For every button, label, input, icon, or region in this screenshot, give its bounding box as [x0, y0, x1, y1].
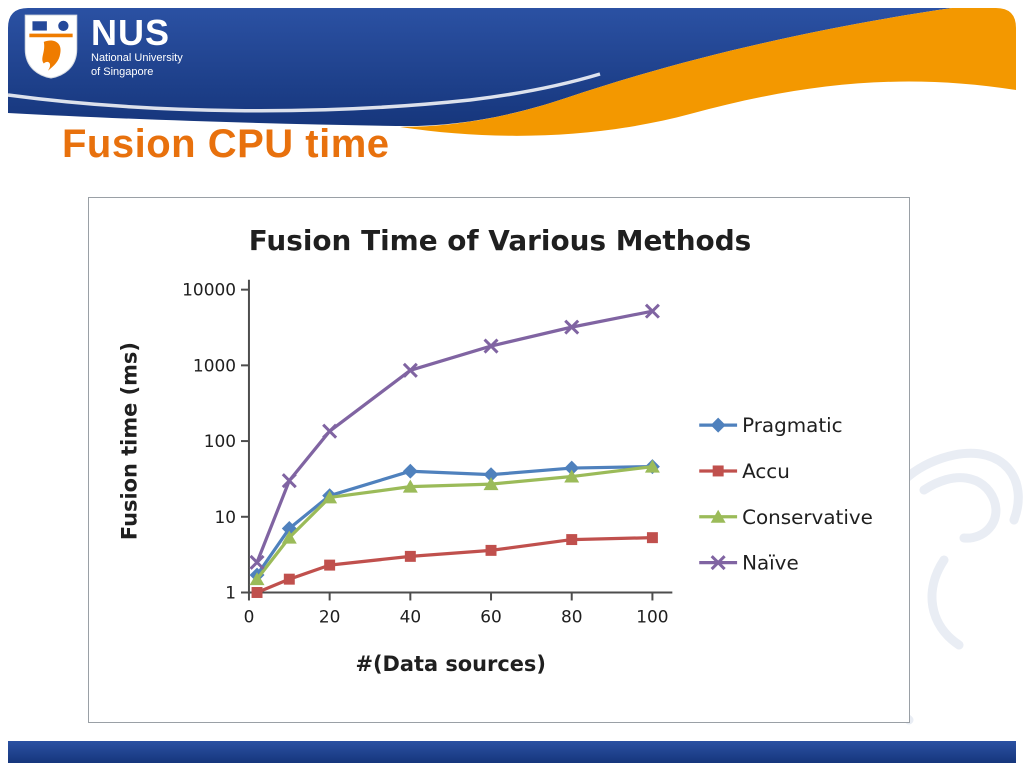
- triangle-marker-icon: [483, 477, 499, 491]
- square-marker-icon: [404, 550, 416, 562]
- triangle-marker-icon: [710, 509, 726, 523]
- square-marker-icon: [283, 573, 295, 585]
- x-marker-icon: [281, 473, 297, 489]
- legend-item-Naïve: Naïve: [699, 552, 799, 575]
- legend-label: Accu: [742, 460, 790, 483]
- triangle-marker-icon: [249, 572, 265, 586]
- x-marker-icon: [249, 554, 265, 570]
- triangle-marker-icon: [402, 479, 418, 493]
- fusion-time-chart: Fusion Time of Various Methods1101001000…: [117, 224, 873, 676]
- diamond-marker-icon: [483, 467, 499, 483]
- triangle-marker-icon: [644, 459, 660, 473]
- header-white-curve: [7, 72, 601, 113]
- y-tick-label: 10: [214, 507, 236, 527]
- x-marker-icon: [564, 319, 580, 335]
- nus-logo: NUS National University of Singapore: [22, 12, 183, 80]
- x-marker-icon: [322, 423, 338, 439]
- x-tick-label: 40: [400, 606, 422, 626]
- series-line: [255, 464, 653, 581]
- legend-label: Pragmatic: [742, 414, 843, 437]
- series-Accu: [251, 532, 658, 598]
- x-tick-label: 80: [561, 606, 583, 626]
- y-tick-label: 10000: [182, 280, 236, 300]
- diamond-marker-icon: [710, 417, 726, 433]
- series-line: [255, 464, 653, 576]
- x-tick-label: 60: [480, 606, 502, 626]
- y-tick-label: 1000: [193, 355, 236, 375]
- page-title: Fusion CPU time: [62, 122, 390, 166]
- square-marker-icon: [251, 587, 263, 598]
- series-line: [256, 536, 653, 594]
- legend-item-Pragmatic: Pragmatic: [699, 414, 843, 437]
- header-orange-swoosh: [400, 8, 1016, 136]
- legend-item-Conservative: Conservative: [699, 506, 873, 529]
- nus-crest-icon: [24, 14, 78, 79]
- legend-item-Accu: Accu: [699, 460, 790, 483]
- triangle-marker-icon: [281, 530, 297, 544]
- x-axis-label: #(Data sources): [355, 652, 545, 676]
- chart-title: Fusion Time of Various Methods: [249, 224, 752, 257]
- y-axis-label: Fusion time (ms): [117, 342, 141, 540]
- legend-label: Naïve: [742, 552, 799, 575]
- x-tick-label: 0: [244, 606, 255, 626]
- nus-logo-acronym: NUS: [91, 12, 171, 53]
- series-Naïve: [249, 303, 660, 570]
- y-tick-label: 1: [225, 582, 236, 602]
- footer-bar: [8, 741, 1016, 763]
- square-marker-icon: [646, 532, 658, 544]
- x-marker-icon: [402, 362, 418, 378]
- header-decoration: [7, 8, 1016, 136]
- y-tick-label: 100: [204, 431, 236, 451]
- x-tick-label: 20: [319, 606, 341, 626]
- triangle-marker-icon: [322, 490, 338, 504]
- square-marker-icon: [324, 559, 336, 571]
- nus-logo-text: NUS National University of Singapore: [91, 12, 183, 80]
- legend-label: Conservative: [742, 506, 873, 529]
- series-Conservative: [249, 459, 660, 586]
- square-marker-icon: [712, 465, 724, 477]
- header-blue-band: [8, 8, 952, 127]
- x-marker-icon: [710, 555, 726, 571]
- nus-logo-subtitle-1: National University: [91, 52, 183, 64]
- triangle-marker-icon: [564, 469, 580, 483]
- square-marker-icon: [566, 534, 578, 546]
- series-line: [255, 309, 653, 563]
- x-marker-icon: [483, 338, 499, 354]
- nus-logo-subtitle-2: of Singapore: [91, 66, 154, 79]
- square-marker-icon: [485, 544, 497, 556]
- chart-frame: Fusion Time of Various Methods 1 10 100 1000…: [88, 197, 910, 723]
- diamond-marker-icon: [402, 463, 418, 479]
- x-marker-icon: [644, 303, 660, 319]
- series-Pragmatic: [249, 459, 660, 583]
- x-tick-label: 100: [636, 606, 668, 626]
